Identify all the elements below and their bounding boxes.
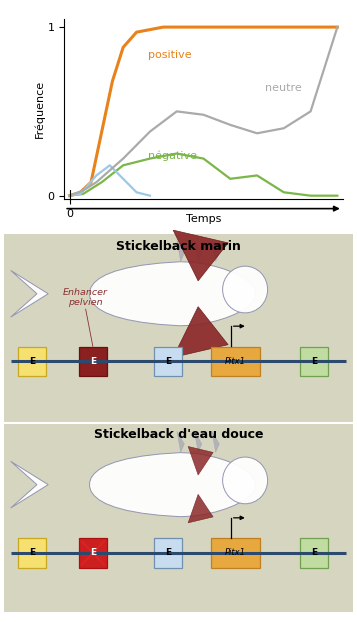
Y-axis label: Fréquence: Fréquence: [34, 80, 45, 138]
Polygon shape: [177, 431, 184, 452]
Text: E: E: [165, 549, 171, 557]
Polygon shape: [173, 307, 228, 358]
Text: neutre: neutre: [265, 83, 302, 93]
Text: Temps: Temps: [186, 214, 221, 224]
Polygon shape: [195, 431, 202, 452]
Polygon shape: [188, 447, 213, 475]
FancyBboxPatch shape: [154, 538, 182, 567]
Text: Stickelback d'eau douce: Stickelback d'eau douce: [94, 427, 263, 440]
FancyBboxPatch shape: [79, 538, 107, 567]
Text: E: E: [90, 357, 96, 366]
Polygon shape: [90, 453, 256, 517]
Text: positive: positive: [148, 50, 191, 60]
Polygon shape: [11, 271, 48, 317]
Text: E: E: [90, 549, 96, 557]
Text: Pitx1: Pitx1: [225, 357, 246, 366]
Text: Pitx1: Pitx1: [225, 549, 246, 557]
Polygon shape: [188, 494, 213, 523]
FancyBboxPatch shape: [18, 538, 46, 567]
Text: E: E: [311, 357, 317, 366]
Polygon shape: [90, 262, 256, 326]
Polygon shape: [212, 431, 219, 452]
Polygon shape: [212, 240, 219, 261]
Ellipse shape: [223, 266, 268, 313]
Polygon shape: [11, 462, 48, 508]
Ellipse shape: [223, 457, 268, 504]
Polygon shape: [195, 240, 202, 261]
FancyBboxPatch shape: [300, 538, 328, 567]
Polygon shape: [177, 240, 184, 261]
Text: négative: négative: [148, 151, 197, 161]
FancyBboxPatch shape: [211, 346, 261, 376]
Text: Enhancer
pelvien: Enhancer pelvien: [63, 288, 108, 307]
Text: E: E: [311, 549, 317, 557]
Text: E: E: [165, 357, 171, 366]
FancyBboxPatch shape: [18, 346, 46, 376]
FancyBboxPatch shape: [154, 346, 182, 376]
Text: E: E: [29, 357, 35, 366]
Polygon shape: [173, 230, 228, 281]
Text: Stickelback marin: Stickelback marin: [116, 240, 241, 253]
FancyBboxPatch shape: [211, 538, 261, 567]
FancyBboxPatch shape: [79, 346, 107, 376]
FancyBboxPatch shape: [300, 346, 328, 376]
Text: E: E: [29, 549, 35, 557]
